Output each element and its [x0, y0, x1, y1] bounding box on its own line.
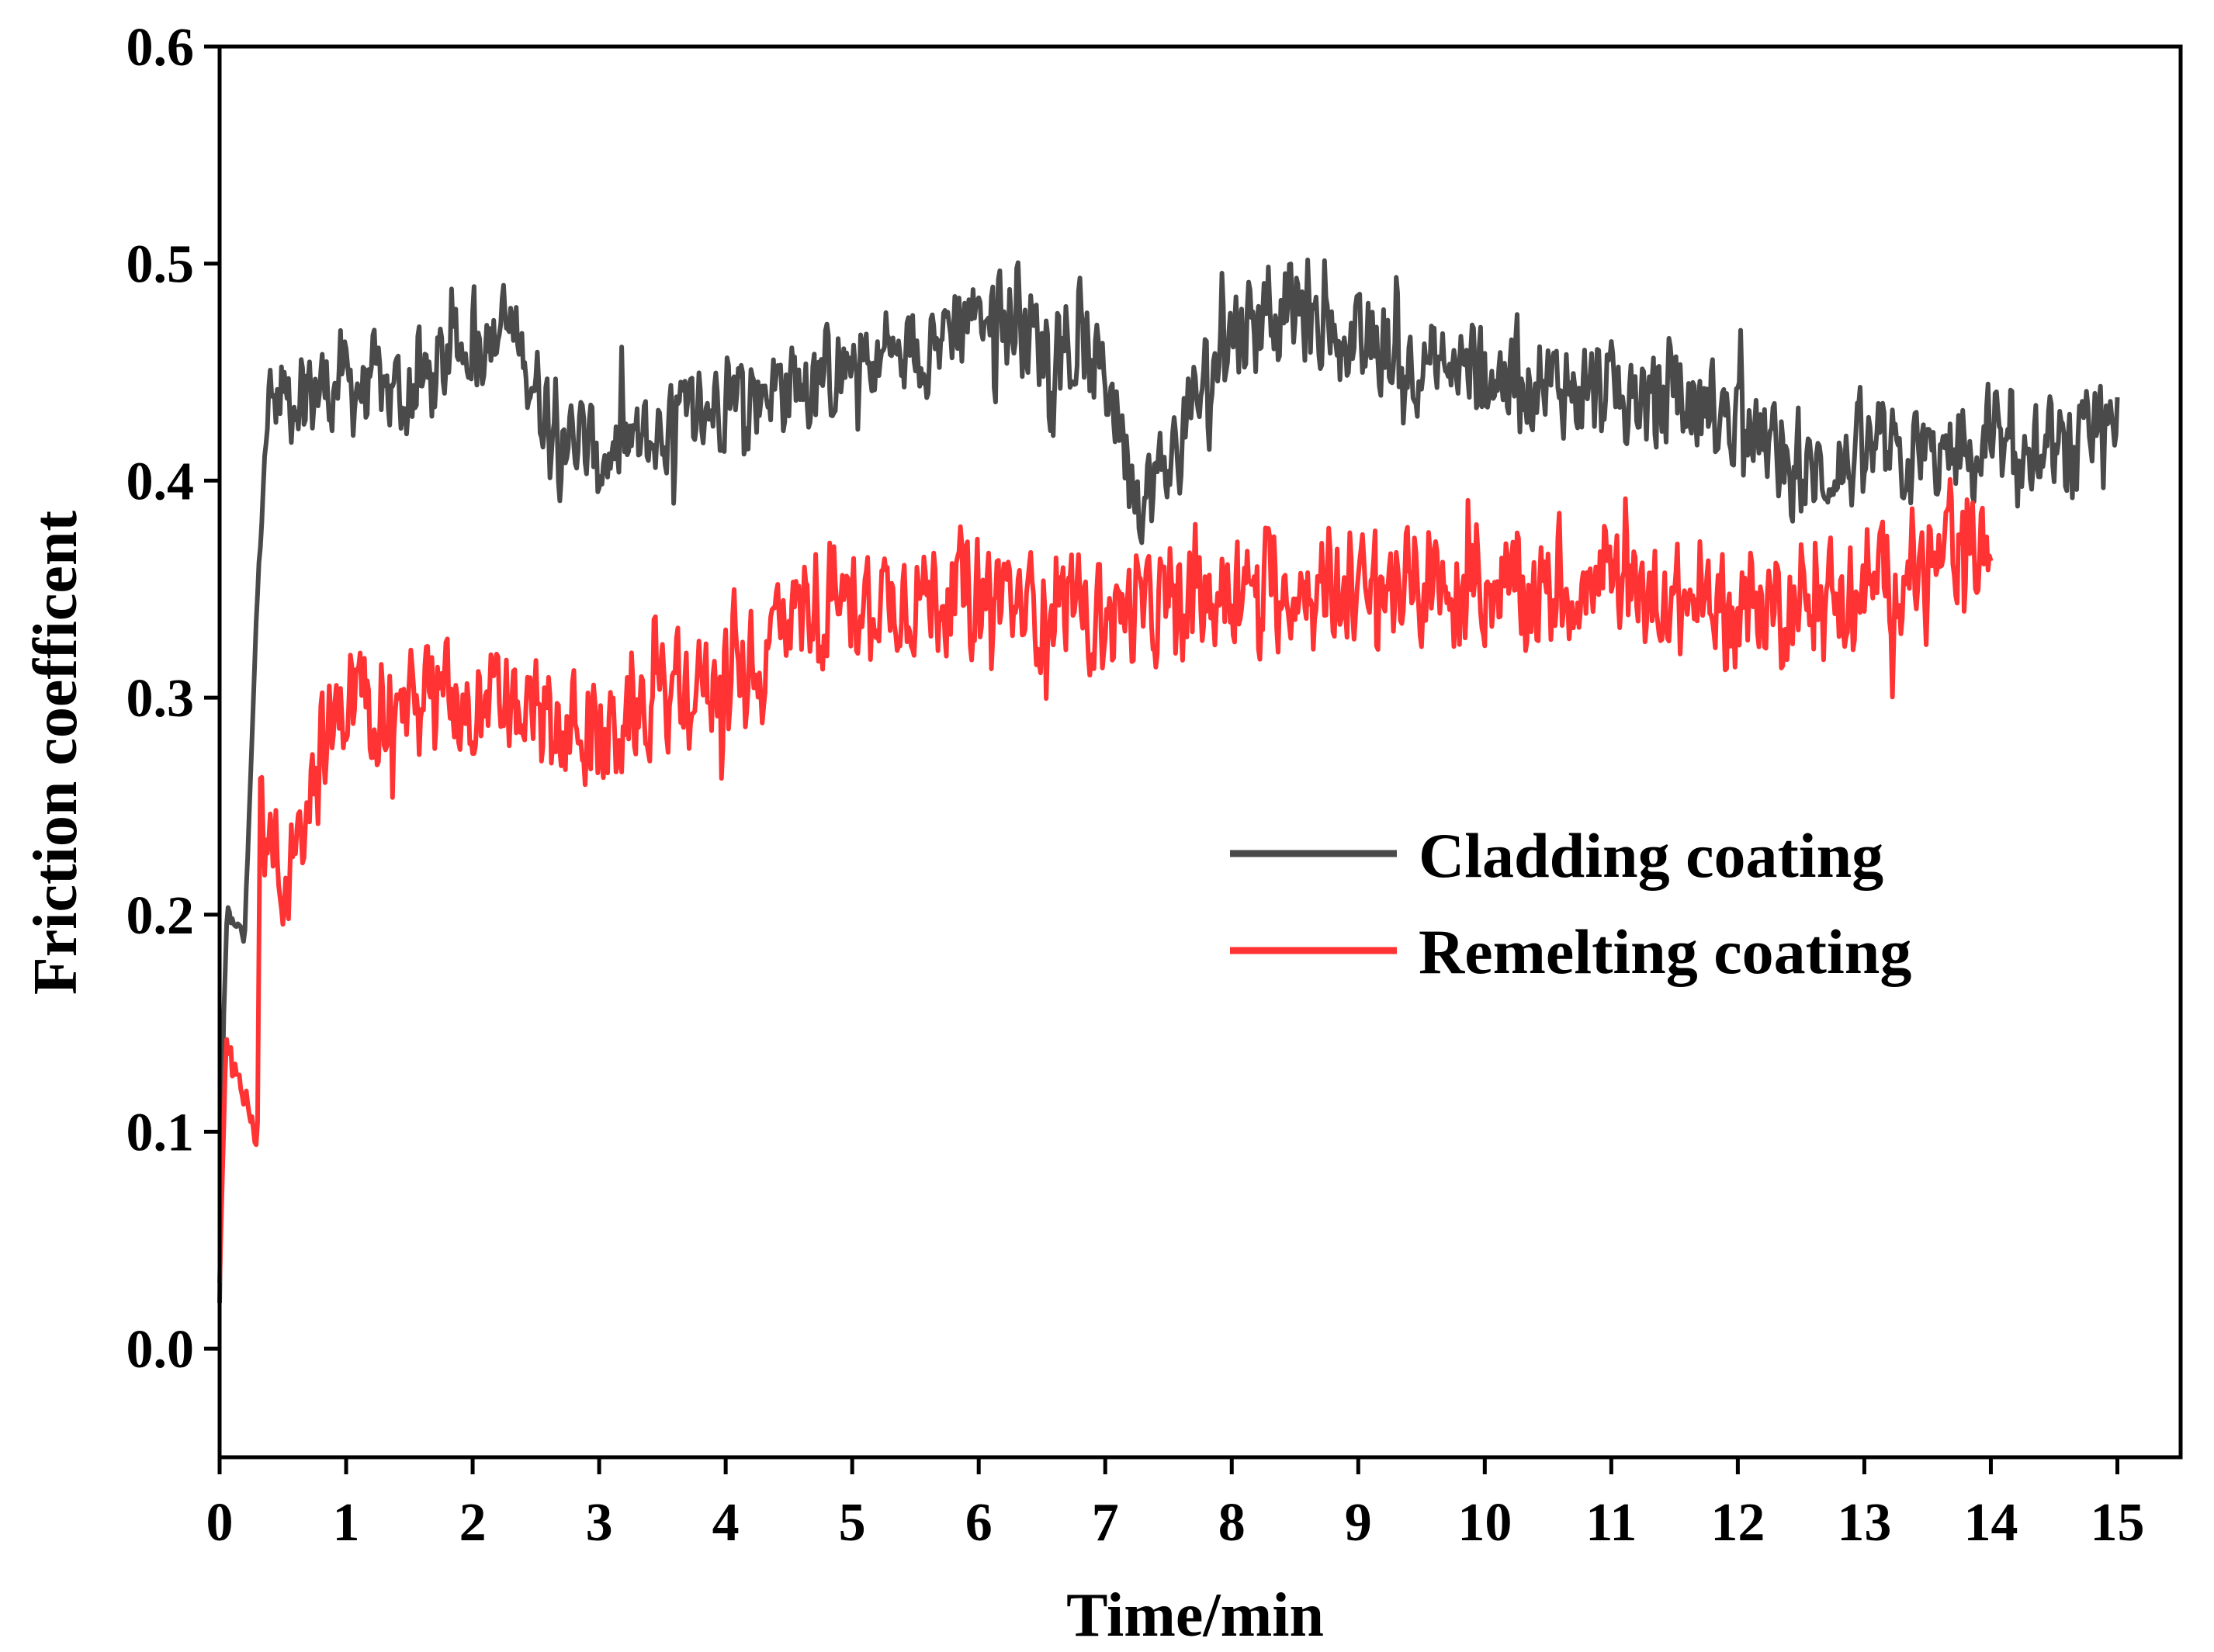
axis-tick-labels: 0 1 2 3 4 5 6 7 8 9 10 11 12 13 14 150.00.10.20.30.40.5… — [126, 18, 2145, 1553]
x-tick-label: 0 — [206, 1493, 234, 1553]
legend: Cladding coating Remelting coating — [1230, 820, 1911, 987]
axis-ticks — [204, 44, 2119, 1474]
plot-frame — [217, 44, 2183, 1460]
x-tick-label: 9 — [1345, 1493, 1372, 1553]
y-tick-label: 0.4 — [126, 452, 195, 511]
x-tick-label: 11 — [1585, 1493, 1637, 1553]
x-tick-label: 12 — [1710, 1493, 1765, 1553]
x-axis-label: Time/min — [1066, 1581, 1324, 1650]
x-tick-label: 4 — [712, 1493, 740, 1553]
y-tick-label: 0.6 — [126, 18, 195, 78]
x-tick-label: 6 — [965, 1493, 993, 1553]
legend-label-remelting: Remelting coating — [1419, 916, 1911, 987]
y-axis-label: Friction coefficent — [22, 511, 90, 996]
series-line-remelting — [217, 476, 1994, 1283]
x-tick-label: 14 — [1963, 1493, 2018, 1553]
y-tick-label: 0.5 — [126, 235, 195, 295]
x-tick-label: 8 — [1218, 1493, 1246, 1553]
y-tick-label: 0.1 — [126, 1103, 195, 1162]
x-tick-label: 7 — [1092, 1493, 1119, 1553]
x-tick-label: 10 — [1457, 1493, 1512, 1553]
x-tick-label: 3 — [586, 1493, 613, 1553]
series-line-cladding — [217, 257, 2120, 1303]
y-tick-label: 0.0 — [126, 1320, 195, 1380]
x-tick-label: 2 — [459, 1493, 487, 1553]
legend-label-cladding: Cladding coating — [1419, 820, 1883, 891]
x-tick-label: 13 — [1837, 1493, 1891, 1553]
y-tick-label: 0.2 — [126, 886, 195, 946]
x-tick-label: 15 — [2090, 1493, 2144, 1553]
x-tick-label: 5 — [839, 1493, 866, 1553]
plot-lines — [217, 257, 2120, 1303]
y-tick-label: 0.3 — [126, 669, 195, 729]
x-tick-label: 1 — [333, 1493, 360, 1553]
